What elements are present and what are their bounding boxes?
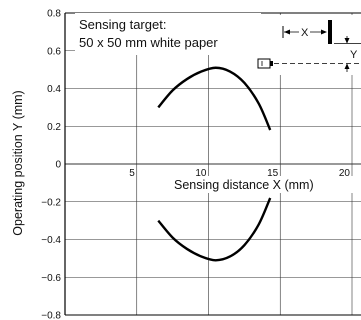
- target-plate-icon: [328, 20, 332, 44]
- x-axis-label-background: [172, 176, 360, 193]
- y-axis-label: Operating position Y (mm): [11, 90, 25, 235]
- x-tick-labels: 5 10 15 20: [129, 168, 350, 179]
- curves: [157, 66, 272, 262]
- x-tick-label: 20: [339, 168, 351, 179]
- x-tick-label: 10: [195, 168, 207, 179]
- sensor-icon: [257, 58, 271, 69]
- x-tick-label: 5: [129, 168, 135, 179]
- y-tick-label: −0.8: [41, 311, 61, 320]
- y-tick-label: 0.6: [47, 46, 61, 57]
- y-tick-label: −0.6: [41, 273, 61, 284]
- y-tick-label: 0: [55, 160, 61, 171]
- x-tick-label: 15: [267, 168, 279, 179]
- y-tick-label: −0.2: [41, 197, 61, 208]
- series-line: [157, 66, 272, 131]
- setup-diagram: X Y: [256, 15, 361, 75]
- y-dimension-label: Y: [350, 49, 358, 61]
- annotation-line-2: 50 x 50 mm white paper: [79, 35, 218, 50]
- annotation-line-1: Sensing target:: [79, 17, 166, 32]
- y-tick-labels: 0.8 0.6 0.4 0.2 0 −0.2 −0.4 −0.6 −0.8: [41, 9, 61, 320]
- x-dimension-label: X: [301, 27, 309, 39]
- x-axis-label: Sensing distance X (mm): [174, 178, 314, 192]
- y-tick-label: 0.4: [47, 84, 61, 95]
- y-tick-label: −0.4: [41, 235, 61, 246]
- sensor-lens-icon: [270, 61, 273, 66]
- annotation-background: [75, 13, 261, 55]
- series-line: [157, 197, 272, 262]
- y-tick-label: 0.2: [47, 122, 61, 133]
- y-tick-label: 0.8: [47, 9, 61, 20]
